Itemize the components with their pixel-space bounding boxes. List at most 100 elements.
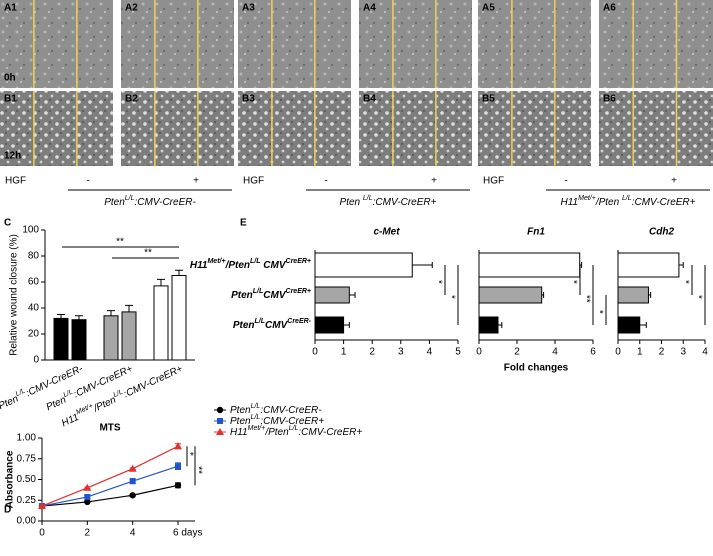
bar (153, 285, 169, 361)
micrograph (238, 91, 351, 166)
significance: ** (116, 237, 124, 248)
label-part: Pten (230, 405, 251, 416)
panel-label: B3 (242, 94, 255, 105)
significance: * (692, 295, 703, 299)
legend-label: PtenL/L:CMV-CreER+ (230, 414, 324, 426)
x-tick-label: 4 (702, 347, 708, 358)
error-bar (498, 322, 503, 328)
x-tick-label: 0 (39, 528, 45, 539)
chart-title: Fn1 (527, 227, 545, 238)
micrograph (359, 91, 472, 166)
chart-title: MTS (99, 423, 120, 434)
error-bar (343, 322, 350, 328)
panel-label: A6 (603, 3, 616, 14)
x-tick-label: 0 (615, 347, 621, 358)
label-part: :CMV-CreER- (260, 405, 322, 416)
micrograph (359, 0, 472, 88)
superscript: Met/+ (578, 195, 596, 202)
y-axis-label: Absorbance (5, 450, 16, 508)
x-tick-label: 4 (427, 347, 433, 358)
x-tick-label: 1 (341, 347, 347, 358)
bar (478, 316, 499, 334)
y-tick-label: 0.75 (17, 453, 37, 464)
line (41, 445, 179, 507)
genotype-label: H11Met/+/Pten L/L:CMV-CreER+ (561, 195, 696, 207)
significance: * (567, 280, 578, 284)
minus-sign: - (86, 176, 89, 187)
bar (71, 319, 87, 361)
point (129, 478, 136, 485)
time-label: 0h (4, 73, 16, 84)
bar (121, 311, 137, 361)
label-part: Pten (340, 197, 363, 208)
bar (478, 252, 581, 278)
significance: * (432, 280, 443, 284)
label-part: /Pten (595, 197, 622, 208)
label-part: CMV (261, 260, 287, 271)
bar (314, 286, 350, 304)
x-tick-label: 3 (680, 347, 686, 358)
panel-letter: D (4, 505, 11, 516)
superscript: L/L (251, 414, 261, 421)
superscript: L/L (363, 195, 373, 202)
panel-label: A4 (363, 3, 376, 14)
label-part: :CMV-CreER+ (260, 416, 324, 427)
error-bar (678, 262, 684, 268)
bar (171, 275, 187, 361)
bar (478, 286, 543, 304)
y-axis-label: Relative wound closure (%) (9, 234, 20, 356)
panel-label: B6 (603, 94, 616, 105)
superscript: Met/+ (207, 258, 225, 265)
label-part: Pten (231, 290, 253, 301)
bar (617, 252, 680, 278)
bar (314, 316, 345, 334)
error-bar (639, 322, 647, 328)
superscript: L/L (15, 388, 27, 399)
label-part: :CMV-CreER+ (632, 197, 696, 208)
point (38, 502, 46, 510)
x-tick-label: 4 (130, 528, 136, 539)
panel-label: A3 (242, 3, 255, 14)
bar (53, 317, 69, 361)
point (129, 492, 136, 499)
label-part: Pten (233, 320, 255, 331)
y-tick-label: H11Met/+/PtenL/L CMVCreER+ (190, 258, 311, 270)
label-part: H11 (561, 197, 579, 208)
y-tick-label: 0.50 (17, 474, 37, 485)
x-tick-label: 2 (659, 347, 665, 358)
y-tick-label: 0.25 (17, 495, 37, 506)
minus-sign: - (564, 176, 567, 187)
line (41, 465, 179, 507)
legend-marker (216, 428, 224, 435)
chart-title: Cdh2 (649, 227, 674, 238)
label-part: H11 (230, 427, 248, 438)
chart-title: c-Met (373, 227, 400, 238)
x-tick-label: 6 (590, 347, 596, 358)
panel-label: B5 (482, 94, 495, 105)
genotype-label: PtenL/L:CMV-CreER- (104, 195, 196, 207)
panel-label: B2 (125, 94, 138, 105)
treatment-label: HGF (243, 176, 264, 187)
label-part: Pten (230, 416, 251, 427)
x-tick-label: 0 (476, 347, 482, 358)
y-tick-label: 100 (22, 225, 39, 236)
panel-label: B1 (4, 94, 17, 105)
y-tick-label: 60 (28, 277, 40, 288)
micrograph (478, 0, 591, 88)
superscript: L/L (113, 389, 125, 400)
label-part: /Pten (225, 260, 250, 271)
point (174, 482, 182, 489)
x-tick-label: 4 (552, 347, 558, 358)
micrograph (478, 91, 591, 166)
error-bar (349, 292, 356, 298)
significance: * (190, 451, 194, 462)
superscript: L/L (63, 389, 75, 400)
error-bar (157, 278, 165, 286)
legend-marker (216, 406, 224, 414)
superscript: CreER- (287, 318, 311, 325)
x-tick-label: 3 (398, 347, 404, 358)
micrograph (238, 0, 351, 88)
superscript: L/L (289, 425, 299, 432)
label-part: CMV (265, 320, 289, 331)
y-tick-label: 1.00 (17, 433, 37, 444)
